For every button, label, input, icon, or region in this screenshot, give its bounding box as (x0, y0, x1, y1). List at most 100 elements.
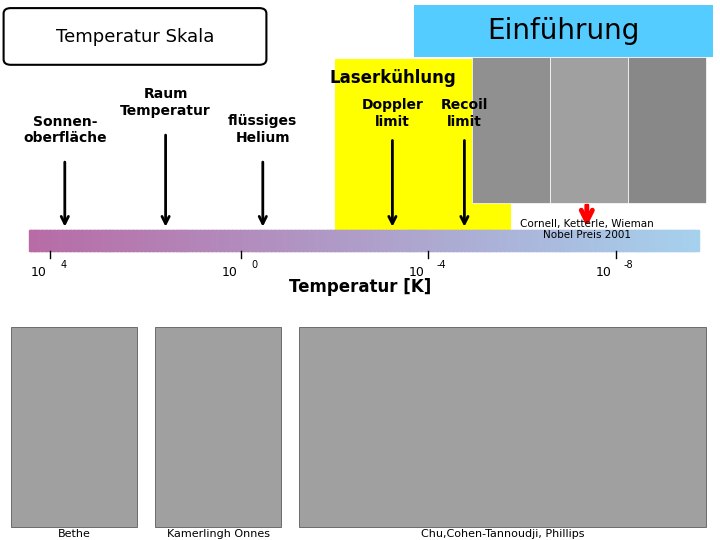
Bar (670, 230, 672, 251)
Bar (389, 230, 391, 251)
Bar (208, 230, 210, 251)
Bar (253, 230, 254, 251)
Bar (279, 230, 282, 251)
Bar (669, 230, 671, 251)
Bar (681, 230, 683, 251)
Bar (256, 230, 258, 251)
Bar (696, 230, 698, 251)
Bar (88, 230, 90, 251)
Bar (649, 230, 651, 251)
Bar (531, 230, 533, 251)
Bar (212, 230, 215, 251)
Bar (253, 230, 256, 251)
Bar (238, 230, 240, 251)
Bar (618, 230, 620, 251)
Bar (287, 230, 289, 251)
Bar (496, 230, 498, 251)
Bar (628, 57, 706, 202)
Bar (572, 230, 575, 251)
Bar (73, 230, 75, 251)
Bar (456, 230, 458, 251)
Text: Temperatur [K]: Temperatur [K] (289, 278, 431, 296)
Bar (356, 230, 358, 251)
Bar (108, 230, 110, 251)
Bar (155, 230, 157, 251)
Bar (547, 230, 549, 251)
Bar (37, 230, 39, 251)
Bar (603, 230, 606, 251)
Bar (302, 230, 304, 251)
Bar (282, 230, 284, 251)
Bar (200, 230, 202, 251)
Bar (398, 230, 400, 251)
Bar (196, 230, 198, 251)
Bar (230, 230, 232, 251)
Bar (329, 230, 330, 251)
Bar (672, 230, 674, 251)
Bar (597, 230, 599, 251)
Bar (242, 230, 244, 251)
Bar (488, 230, 490, 251)
Bar (120, 230, 122, 251)
Bar (606, 230, 608, 251)
Bar (625, 230, 627, 251)
Bar (297, 230, 299, 251)
Bar (119, 230, 120, 251)
Bar (460, 230, 462, 251)
Bar (99, 230, 101, 251)
Bar (541, 230, 542, 251)
Bar (54, 230, 56, 251)
Bar (202, 230, 204, 251)
Bar (364, 230, 366, 251)
Bar (283, 230, 285, 251)
Bar (636, 230, 637, 251)
Bar (599, 230, 601, 251)
Bar (436, 230, 438, 251)
Bar (622, 230, 624, 251)
Bar (172, 230, 174, 251)
Bar (590, 230, 592, 251)
Bar (149, 230, 151, 251)
Bar (448, 230, 450, 251)
Bar (174, 230, 176, 251)
Bar (246, 230, 248, 251)
Bar (114, 230, 117, 251)
Bar (130, 230, 132, 251)
Bar (42, 230, 44, 251)
Bar (477, 230, 480, 251)
Bar (331, 230, 333, 251)
Bar (468, 230, 470, 251)
Bar (424, 230, 426, 251)
Bar (647, 230, 649, 251)
Bar (135, 230, 137, 251)
Bar (215, 230, 217, 251)
Bar (543, 230, 545, 251)
Bar (57, 230, 59, 251)
Bar (334, 230, 336, 251)
Bar (91, 230, 94, 251)
Bar (343, 230, 346, 251)
Bar (359, 230, 361, 251)
Text: Cornell, Ketterle, Wieman
Nobel Preis 2001: Cornell, Ketterle, Wieman Nobel Preis 20… (520, 219, 654, 240)
Bar (309, 230, 311, 251)
Bar (195, 230, 197, 251)
Bar (658, 230, 660, 251)
Bar (264, 230, 266, 251)
Bar (320, 230, 321, 251)
Bar (539, 230, 541, 251)
Bar (345, 230, 347, 251)
Text: Kamerlingh Onnes
Nobel Preis 1913: Kamerlingh Onnes Nobel Preis 1913 (166, 529, 270, 540)
Text: Raum
Temperatur: Raum Temperatur (120, 87, 211, 118)
Bar (125, 230, 127, 251)
Text: Sonnen-
oberfläche: Sonnen- oberfläche (23, 114, 107, 145)
Bar (372, 230, 374, 251)
Text: -8: -8 (624, 260, 634, 271)
Bar (179, 230, 181, 251)
Bar (222, 230, 224, 251)
Bar (220, 230, 222, 251)
Bar (527, 230, 529, 251)
Bar (570, 230, 572, 251)
Bar (502, 230, 503, 251)
Bar (559, 230, 561, 251)
Bar (100, 230, 102, 251)
